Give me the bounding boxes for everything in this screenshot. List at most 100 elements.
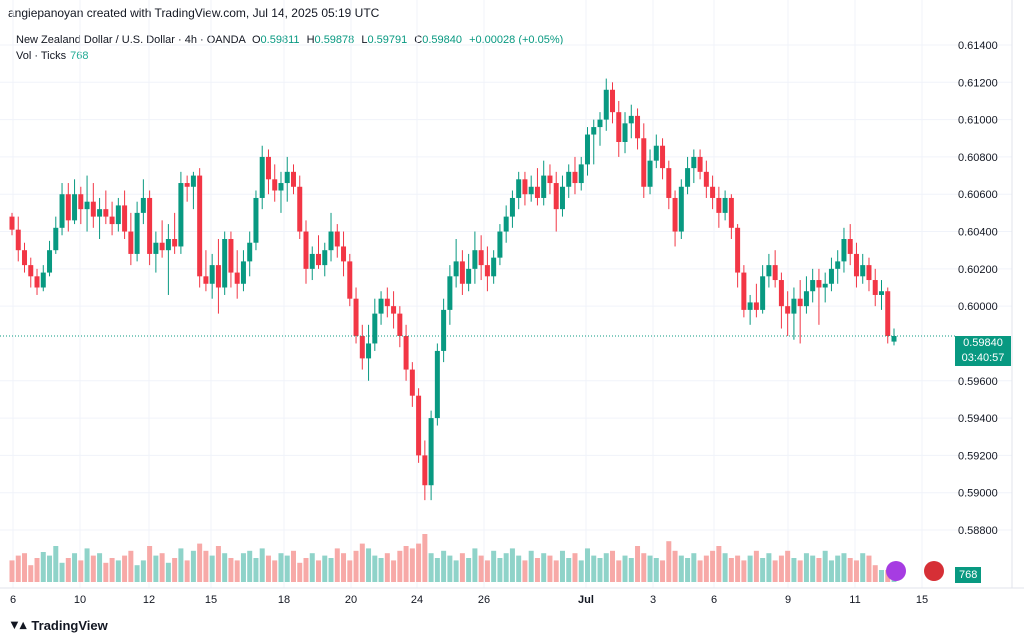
volume-bar [497,558,503,582]
volume-bar [328,558,334,582]
volume-bar [391,560,397,582]
volume-bar [822,550,828,582]
volume-bar [341,553,347,582]
volume-bar [553,560,559,582]
candle-body [278,183,284,191]
candle-body [747,302,753,310]
volume-bar [78,560,84,582]
volume-bar [172,558,178,582]
x-axis-labels: 6 10 12 15 18 20 24 26 Jul 3 6 9 11 15 [10,594,928,606]
y-axis-labels: 0.61400 0.61200 0.61000 0.60800 0.60600 0.604… [958,40,998,537]
candle-body [459,261,465,284]
candle-body [828,268,834,284]
close-value: 0.59840 [422,34,463,46]
candle-body [9,216,15,230]
candle-body [703,171,709,187]
volume-bar [578,560,584,582]
price-chart[interactable]: 0.61400 0.61200 0.61000 0.60800 0.60600 0.604… [0,0,1024,610]
candle-body [691,156,697,169]
candle-body [134,212,140,254]
volume-bar [528,550,534,582]
candle-body [728,197,734,228]
volume-bar [422,534,428,582]
candle-body [303,231,309,269]
x-tick-label: 15 [916,594,928,606]
candle-body [885,291,891,336]
candle-body [559,186,565,210]
candle-body [516,179,522,198]
volume-bar [240,553,246,582]
open-key: O [251,34,261,46]
grid [0,0,1012,588]
tradingview-logo-icon: ▼▴ [8,617,26,632]
volume-bar [716,546,722,582]
volume-bar [184,560,190,582]
volume-bar [516,555,522,582]
volume-bar [647,555,653,582]
volume-bar [47,555,53,582]
volume-bar [72,553,78,582]
candle-body [378,298,384,314]
countdown-tag: 03:40:57 [955,351,1011,366]
volume-bar [397,550,403,582]
volume-bar [134,565,140,582]
candle-body [397,313,403,336]
candle-body [803,291,809,307]
candle-body [172,239,178,247]
volume-bar [503,553,509,582]
candle-body [422,455,428,486]
lightning-event-icon[interactable] [886,561,906,581]
candle-body [434,350,440,419]
candle-body [203,276,209,284]
volume-bar [722,553,728,582]
candle-body [247,242,253,262]
x-tick-label: 10 [74,594,86,606]
volume-bar [109,558,115,582]
created-by-caption: angiepanoyan created with TradingView.co… [8,6,380,20]
volume-bar [265,555,271,582]
footer-brand[interactable]: ▼▴ TradingView [8,617,108,633]
candle-body [710,186,716,198]
candle-body [147,197,153,254]
legend: New Zealand Dollar / U.S. Dollar · 4h · … [16,32,567,64]
candle-body [228,239,234,273]
volume-bar [522,560,528,582]
candle-body [572,171,578,184]
candle-body [578,164,584,184]
symbol-label[interactable]: New Zealand Dollar / U.S. Dollar · 4h · … [16,34,246,46]
volume-bar [259,548,265,582]
candle-body [272,179,278,191]
candle-body [103,209,109,217]
x-tick-label: 6 [711,594,717,606]
candle-body [290,171,296,187]
volume-bar [28,565,34,582]
candles [9,78,897,501]
candle-body [65,194,71,221]
candle-body [697,156,703,172]
candle-body [328,231,334,251]
volume-bar [866,555,872,582]
candle-body [122,205,128,232]
candle-body [835,261,841,269]
volume-bar [628,558,634,582]
volume-bar [309,553,315,582]
candle-body [78,194,84,210]
volume-bar [847,558,853,582]
volume-bar [753,550,759,582]
x-tick-label: Jul [578,594,594,606]
volume-label[interactable]: Vol · Ticks [16,50,67,62]
candle-body [284,171,290,184]
candle-body [891,336,897,342]
volume-bar [247,550,253,582]
volume-bar [678,555,684,582]
candle-body [472,250,478,269]
candle-body [785,306,791,314]
volume-bar [572,553,578,582]
candle-body [685,168,691,187]
volume-bar [290,550,296,582]
candle-body [59,194,65,228]
x-tick-label: 24 [411,594,423,606]
candle-body [766,265,772,277]
flag-event-icon[interactable] [924,561,944,581]
volume-bar [635,546,641,582]
